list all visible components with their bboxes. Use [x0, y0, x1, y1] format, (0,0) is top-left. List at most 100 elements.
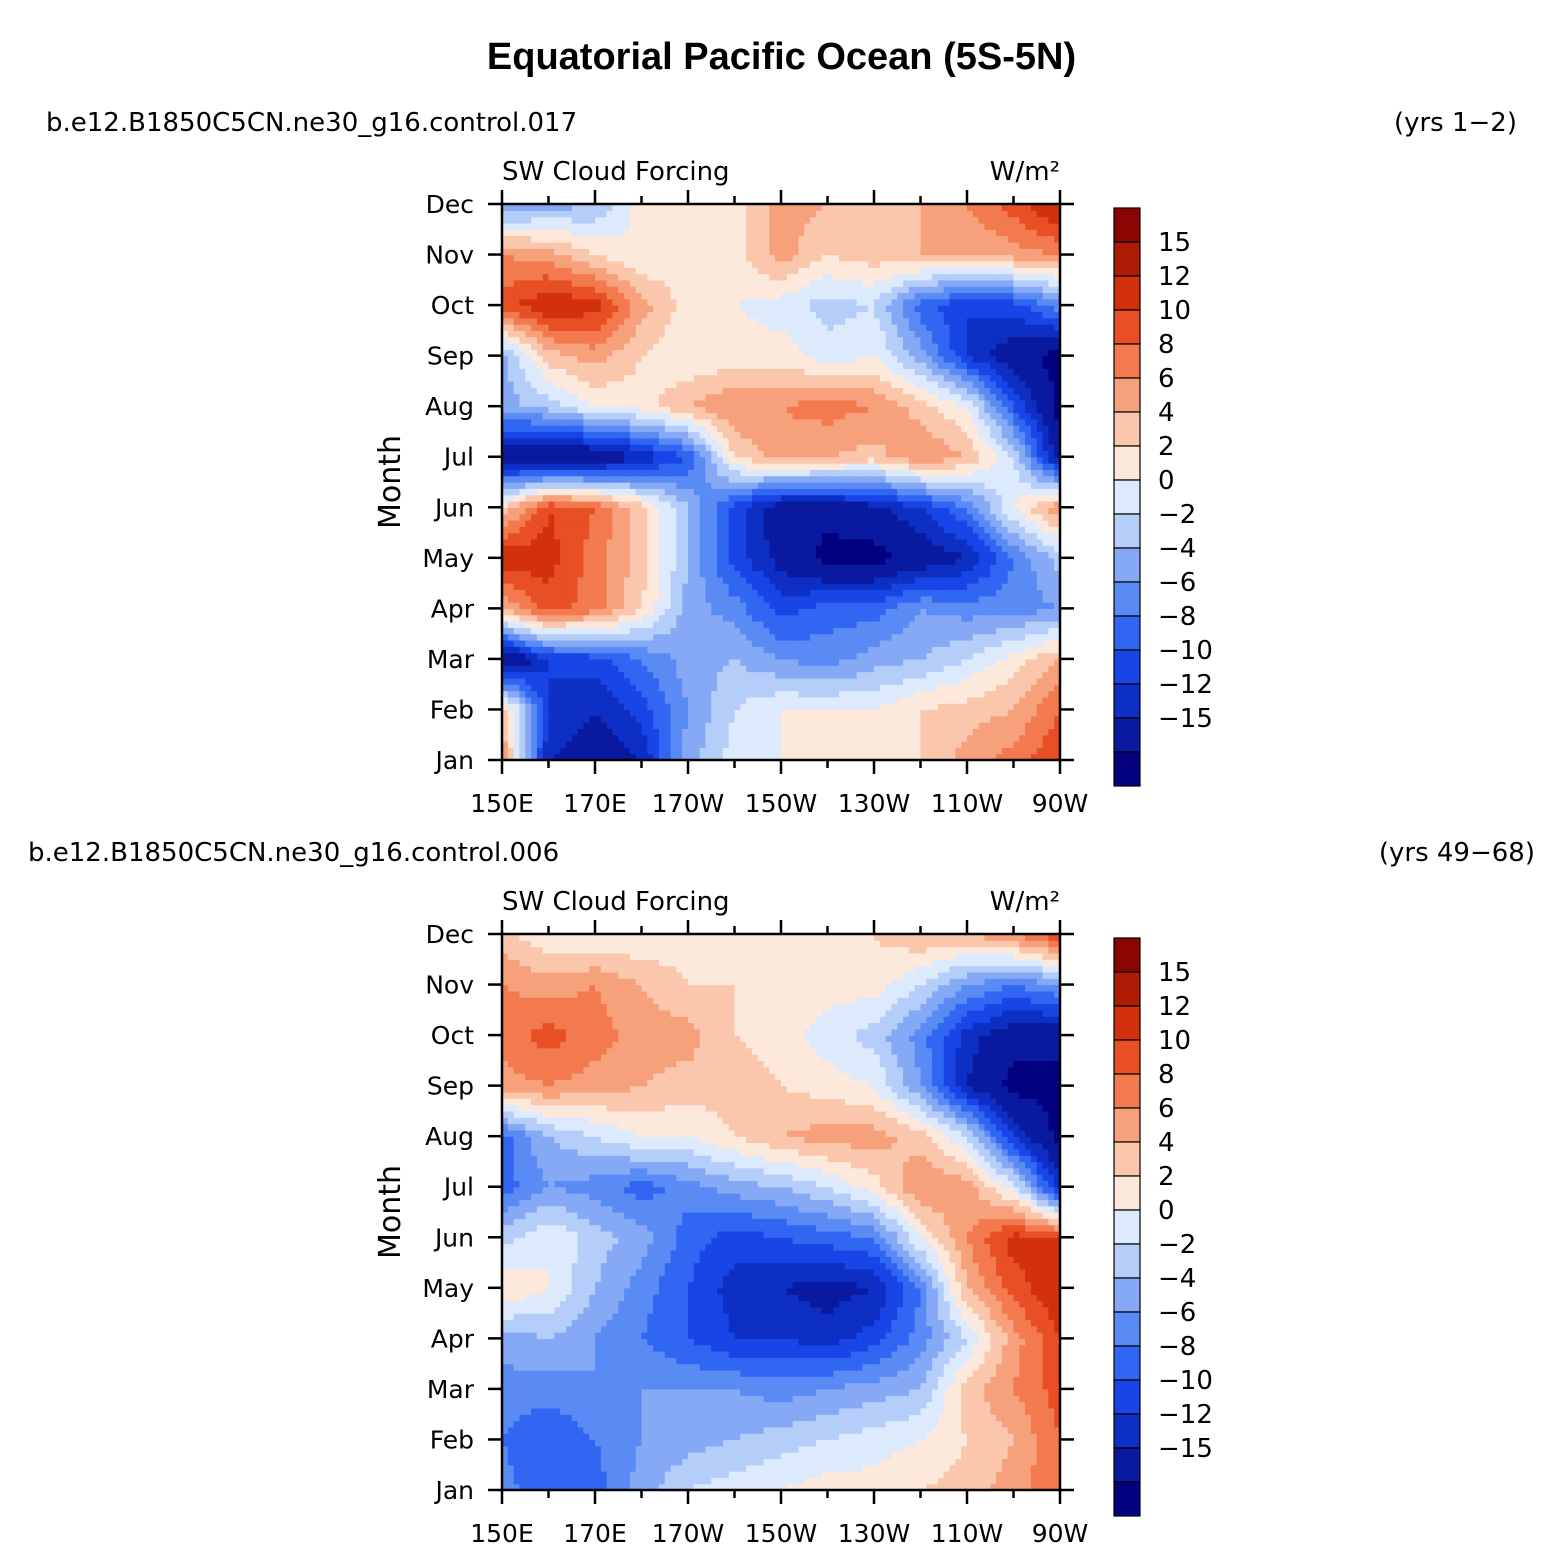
panel-1-heatmap-cell: [751, 437, 759, 445]
panel-1-heatmap-cell: [844, 639, 852, 647]
panel-1-heatmap-cell: [827, 532, 834, 540]
panel-1-heatmap-cell: [1007, 747, 1015, 755]
panel-1-heatmap-cell: [937, 519, 945, 527]
panel-1-heatmap-cell: [653, 583, 660, 591]
panel-1-heatmap-cell: [589, 703, 596, 711]
panel-1-heatmap-cell: [641, 741, 648, 748]
panel-1-heatmap-cell: [751, 614, 759, 622]
panel-1-heatmap-cell: [1025, 526, 1032, 534]
panel-1-heatmap-cell: [769, 652, 776, 660]
panel-1-heatmap-cell: [984, 595, 991, 603]
panel-1-heatmap-cell: [577, 621, 584, 628]
panel-1-heatmap-cell: [908, 583, 916, 591]
panel-1-heatmap-cell: [728, 538, 736, 546]
panel-1-heatmap-cell: [949, 684, 956, 692]
panel-1-heatmap-cell: [897, 595, 904, 603]
panel-1-heatmap-cell: [728, 595, 736, 603]
panel-1-heatmap-cell: [943, 633, 951, 641]
panel-1-heatmap-cell: [786, 677, 794, 685]
panel-1-heatmap-cell: [1007, 684, 1015, 692]
panel-1-heatmap-cell: [571, 551, 579, 559]
panel-1-heatmap-cell: [542, 696, 550, 704]
panel-1-heatmap-cell: [734, 722, 741, 730]
panel-1-heatmap-cell: [693, 545, 701, 553]
panel-1-heatmap-cell: [932, 507, 939, 515]
panel-1-heatmap-cell: [932, 658, 939, 666]
panel-1-heatmap-cell: [786, 456, 794, 464]
panel-1-heatmap-cell: [519, 715, 526, 723]
panel-1-heatmap-cell: [682, 526, 689, 534]
panel-1-heatmap-cell: [647, 722, 654, 730]
panel-1-heatmap-cell: [903, 671, 910, 679]
panel-1-heatmap-cell: [711, 463, 718, 470]
panel-1-heatmap-cell: [682, 482, 689, 489]
panel-1-heatmap-cell: [967, 614, 974, 622]
panel-1-heatmap-cell: [757, 570, 765, 578]
panel-1-heatmap-cell: [850, 570, 858, 578]
panel-1-heatmap-cell: [757, 741, 765, 748]
panel-1-heatmap-cell: [850, 526, 858, 534]
panel-1-heatmap-cell: [734, 652, 741, 660]
panel-1-heatmap-cell: [629, 703, 637, 711]
panel-1-heatmap-cell: [903, 665, 910, 673]
panel-1-heatmap-cell: [670, 627, 677, 635]
panel-1-heatmap-cell: [821, 621, 829, 628]
panel-1-heatmap-cell: [1054, 715, 1061, 723]
panel-1-heatmap-cell: [868, 500, 875, 508]
panel-1-heatmap-cell: [769, 639, 776, 647]
panel-1-heatmap-cell: [978, 500, 986, 508]
panel-1-heatmap-cell: [740, 431, 747, 439]
panel-1-heatmap-cell: [612, 444, 619, 452]
panel-1-heatmap-cell: [583, 671, 590, 679]
panel-1-heatmap-cell: [810, 753, 817, 761]
panel-1-heatmap-cell: [682, 564, 689, 572]
panel-1-heatmap-cell: [571, 557, 579, 565]
panel-1-heatmap-cell: [978, 488, 986, 496]
panel-1-heatmap-cell: [746, 627, 753, 635]
panel-1-heatmap-cell: [618, 564, 625, 572]
panel-1-heatmap-cell: [786, 564, 794, 572]
panel-1-heatmap-cell: [874, 728, 881, 736]
panel-1-heatmap-cell: [775, 734, 782, 742]
panel-1-heatmap-cell: [932, 747, 939, 755]
panel-1-heatmap-cell: [629, 551, 637, 559]
panel-1-heatmap-cell: [1054, 444, 1061, 452]
panel-1-heatmap-cell: [781, 741, 788, 748]
panel-1-heatmap-cell: [705, 747, 712, 755]
panel-1-heatmap-cell: [1001, 482, 1009, 489]
panel-1-heatmap-cell: [577, 482, 584, 489]
panel-1-heatmap-cell: [885, 444, 893, 452]
panel-1-heatmap-cell: [560, 538, 567, 546]
panel-1-heatmap-cell: [513, 513, 521, 521]
panel-1-heatmap-cell: [600, 469, 608, 477]
panel-1-heatmap-cell: [769, 703, 776, 711]
panel-1-heatmap-cell: [751, 677, 759, 685]
panel-1-heatmap-cell: [839, 690, 846, 698]
panel-1-heatmap-cell: [792, 526, 800, 534]
panel-1-heatmap-cell: [757, 469, 765, 477]
panel-1-heatmap-cell: [943, 444, 951, 452]
panel-1-heatmap-cell: [577, 513, 584, 521]
panel-1-heatmap-cell: [885, 734, 893, 742]
panel-1-heatmap-cell: [996, 621, 1003, 628]
panel-1-heatmap-cell: [1036, 507, 1044, 515]
panel-1-heatmap-cell: [972, 703, 980, 711]
panel-1-heatmap-cell: [670, 614, 677, 622]
panel-1-heatmap-cell: [688, 722, 695, 730]
panel-1-heatmap-cell: [653, 734, 660, 742]
panel-1-heatmap-cell: [967, 482, 974, 489]
panel-1-heatmap-cell: [804, 431, 811, 439]
panel-1-heatmap-cell: [740, 475, 747, 483]
panel-1-heatmap-cell: [618, 722, 625, 730]
panel-1-heatmap-cell: [525, 639, 532, 647]
panel-1-heatmap-cell: [519, 532, 526, 540]
panel-1-heatmap-cell: [717, 696, 724, 704]
panel-1-heatmap-cell: [1048, 519, 1055, 527]
panel-1-heatmap-cell: [513, 444, 521, 452]
panel-1-heatmap-cell: [920, 722, 927, 730]
panel-1-heatmap-cell: [943, 538, 951, 546]
panel-1-heatmap-cell: [815, 538, 823, 546]
panel-1-heatmap-cell: [1019, 494, 1026, 502]
panel-1-heatmap-cell: [577, 507, 584, 515]
panel-1-heatmap-cell: [635, 696, 643, 704]
